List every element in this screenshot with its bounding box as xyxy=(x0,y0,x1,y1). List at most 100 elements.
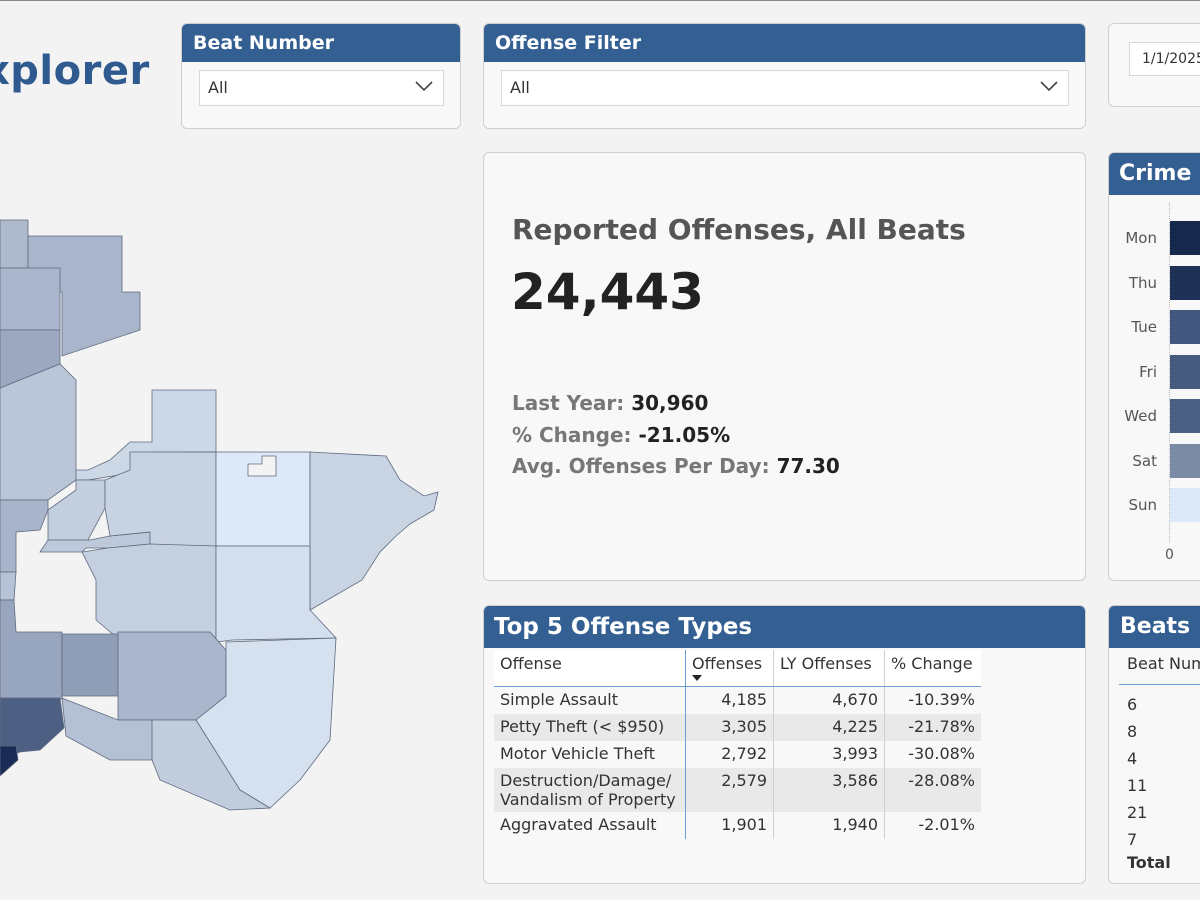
day-label: Sat xyxy=(1132,451,1157,470)
offense-name-cell: Aggravated Assault xyxy=(494,812,686,839)
top-offense-types-table: Top 5 Offense Types Offense Offenses LY … xyxy=(483,605,1086,884)
offense-filter-slicer-title: Offense Filter xyxy=(484,24,1085,62)
top-offense-types-title: Top 5 Offense Types xyxy=(484,606,1085,648)
column-header-change[interactable]: % Change xyxy=(884,650,981,687)
offense-filter-dropdown-value: All xyxy=(510,78,530,97)
offense-name-line: Destruction/Damage/ xyxy=(500,771,672,790)
sort-descending-icon xyxy=(692,675,702,681)
table-row[interactable]: Petty Theft (< $950) 3,305 4,225 -21.78% xyxy=(494,714,981,741)
offense-name-cell: Motor Vehicle Theft xyxy=(494,741,686,768)
map-beat[interactable] xyxy=(151,719,272,811)
map-beat[interactable] xyxy=(117,631,227,721)
top-border xyxy=(0,0,1200,1)
kpi-avg-label: Avg. Offenses Per Day: xyxy=(512,454,770,478)
day-label: Mon xyxy=(1125,229,1157,247)
day-bar[interactable] xyxy=(1170,354,1200,389)
beat-row[interactable]: 8 xyxy=(1127,722,1138,741)
percent-change-cell: -2.01% xyxy=(918,815,975,834)
map-beat[interactable] xyxy=(61,633,119,697)
offenses-cell: 1,901 xyxy=(685,812,774,839)
day-bar[interactable] xyxy=(1170,265,1200,300)
header-separator xyxy=(1119,684,1200,685)
column-header-beat-number[interactable]: Beat Num xyxy=(1127,654,1200,673)
start-date-input[interactable]: 1/1/2025 xyxy=(1129,42,1200,76)
offense-table: Offense Offenses LY Offenses % Change Si… xyxy=(494,650,981,839)
day-bar[interactable] xyxy=(1170,443,1200,478)
chevron-down-icon xyxy=(415,81,433,92)
beat-total-row: Total xyxy=(1127,853,1171,872)
offenses-cell: 2,792 xyxy=(685,741,774,768)
beats-title: Beats xyxy=(1109,606,1200,648)
kpi-title: Reported Offenses, All Beats xyxy=(512,213,966,246)
beat-row[interactable]: 6 xyxy=(1127,695,1138,714)
kpi-last-year-label: Last Year: xyxy=(512,391,625,415)
map-beat[interactable] xyxy=(0,745,19,777)
map-beat[interactable] xyxy=(0,363,77,501)
beats-choropleth-map[interactable] xyxy=(0,180,460,820)
chart-axis-line xyxy=(1169,203,1170,543)
table-row[interactable]: Destruction/Damage/Vandalism of Property… xyxy=(494,768,981,812)
column-header-offenses-label: Offenses xyxy=(692,654,763,673)
date-slicer: 1/1/2025 xyxy=(1108,23,1200,107)
ly-offenses-cell: 4,670 xyxy=(773,686,885,714)
offenses-cell: 3,305 xyxy=(685,714,774,741)
map-beat[interactable] xyxy=(0,219,29,269)
chevron-down-icon xyxy=(1040,81,1058,92)
x-axis-tick-0: 0 xyxy=(1165,547,1174,563)
beat-row[interactable]: 11 xyxy=(1127,776,1148,795)
day-bar[interactable] xyxy=(1170,221,1200,255)
offense-filter-dropdown[interactable]: All xyxy=(501,70,1069,106)
day-label: Fri xyxy=(1139,362,1157,381)
kpi-change-label: % Change: xyxy=(512,423,632,447)
day-bar[interactable] xyxy=(1170,310,1200,344)
percent-change-cell: -30.08% xyxy=(908,744,975,763)
table-row[interactable]: Aggravated Assault 1,901 1,940 -2.01% xyxy=(494,812,981,839)
offenses-cell: 2,579 xyxy=(685,768,774,812)
kpi-last-year-value: 30,960 xyxy=(631,391,709,415)
beat-row[interactable]: 7 xyxy=(1127,830,1138,849)
day-bar[interactable] xyxy=(1170,488,1200,522)
offense-name-cell: Simple Assault xyxy=(494,686,686,714)
map-beat[interactable] xyxy=(0,267,61,331)
beat-row[interactable]: 4 xyxy=(1127,749,1138,768)
table-row[interactable]: Motor Vehicle Theft 2,792 3,993 -30.08% xyxy=(494,741,981,768)
table-header-row: Offense Offenses LY Offenses % Change xyxy=(494,650,981,687)
offenses-cell: 4,185 xyxy=(685,686,774,714)
map-beat[interactable] xyxy=(0,697,65,761)
percent-change-cell: -21.78% xyxy=(884,714,981,741)
column-header-offense[interactable]: Offense xyxy=(494,650,686,687)
day-label: Thu xyxy=(1128,273,1157,292)
offense-name-cell: Destruction/Damage/Vandalism of Property xyxy=(494,768,686,812)
kpi-avg-value: 77.30 xyxy=(776,454,840,478)
map-beat[interactable] xyxy=(309,451,439,611)
day-bar[interactable] xyxy=(1170,399,1200,433)
beat-number-dropdown-value: All xyxy=(208,78,228,97)
beat-number-dropdown[interactable]: All xyxy=(199,70,444,106)
crime-by-day-title: Crime b xyxy=(1109,153,1200,195)
beat-number-slicer: Beat Number All xyxy=(181,23,461,129)
beat-number-slicer-title: Beat Number xyxy=(182,24,460,62)
ly-offenses-cell: 3,586 xyxy=(773,768,885,812)
offense-name-cell: Petty Theft (< $950) xyxy=(494,714,686,741)
column-header-ly-offenses[interactable]: LY Offenses xyxy=(773,650,885,687)
map-beat[interactable] xyxy=(0,571,17,601)
ly-offenses-cell: 1,940 xyxy=(773,812,885,839)
crime-by-day-chart: Crime b Mon Thu Tue Fri Wed Sat Sun 0 xyxy=(1108,152,1200,581)
kpi-card: Reported Offenses, All Beats 24,443 Last… xyxy=(483,152,1086,581)
map-beat[interactable] xyxy=(81,543,217,643)
map-beat-hole xyxy=(247,455,277,477)
kpi-avg-per-day: Avg. Offenses Per Day: 77.30 xyxy=(512,454,840,478)
map-beat[interactable] xyxy=(0,499,49,573)
beat-row[interactable]: 21 xyxy=(1127,803,1148,822)
day-label: Wed xyxy=(1124,407,1157,425)
page-title: xplorer xyxy=(0,48,150,94)
beats-table: Beats Beat Num 6 8 4 11 21 7 Total xyxy=(1108,605,1200,884)
percent-change-cell: -10.39% xyxy=(908,690,975,709)
ly-offenses-cell: 4,225 xyxy=(773,714,885,741)
offense-filter-slicer: Offense Filter All xyxy=(483,23,1086,129)
column-header-offenses[interactable]: Offenses xyxy=(685,650,774,687)
kpi-change: % Change: -21.05% xyxy=(512,423,730,447)
day-label: Sun xyxy=(1128,496,1157,514)
day-label: Tue xyxy=(1131,318,1157,336)
table-row[interactable]: Simple Assault 4,185 4,670 -10.39% xyxy=(494,686,981,714)
